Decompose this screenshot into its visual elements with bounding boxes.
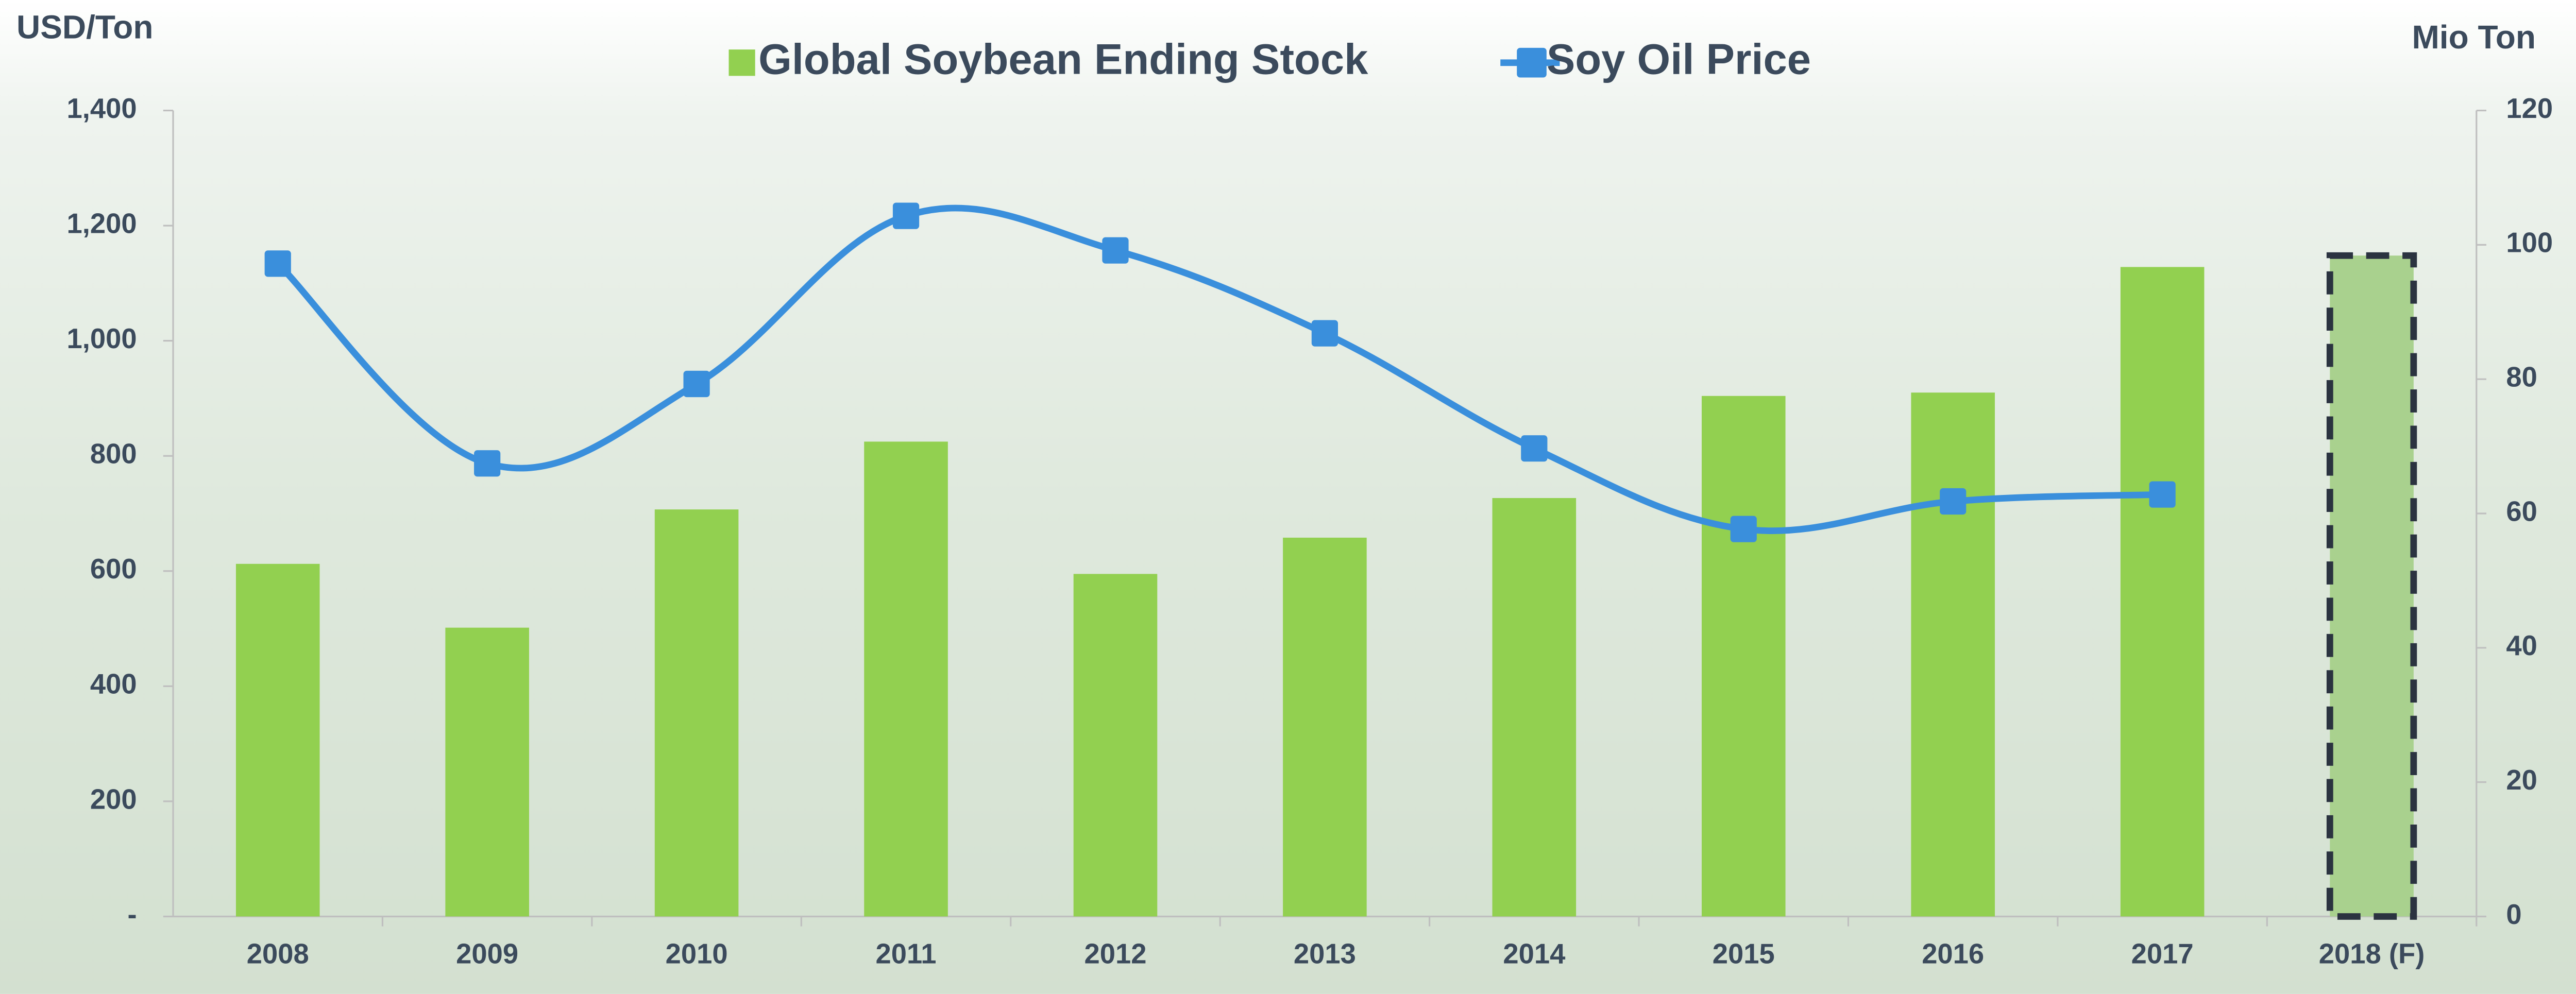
y2-tick-label: 80	[2506, 362, 2537, 393]
line-marker	[1312, 320, 1338, 347]
x-tick-label: 2015	[1713, 938, 1775, 970]
bar	[1283, 538, 1367, 917]
y2-tick-label: 40	[2506, 630, 2537, 661]
chart: USD/Ton Mio Ton -2004006008001,0001,2001…	[0, 0, 2576, 994]
y-tick-label: -	[127, 899, 137, 930]
line-marker	[893, 202, 919, 229]
line-marker	[1731, 516, 1757, 542]
y2-axis-title: Mio Ton	[2412, 19, 2536, 56]
y2-tick-label: 120	[2506, 93, 2553, 124]
y-tick-label: 600	[90, 553, 137, 585]
y-tick-label: 400	[90, 669, 137, 700]
x-tick-label: 2009	[456, 938, 518, 970]
bar	[1911, 392, 1995, 916]
page: {"chart_data": { "type": "bar_line", "ca…	[0, 0, 2576, 994]
line-marker	[474, 450, 500, 476]
y-tick-label: 800	[90, 438, 137, 470]
bar	[2330, 255, 2414, 916]
y-tick-label: 1,200	[66, 208, 137, 239]
y2-tick-label: 20	[2506, 764, 2537, 796]
y-tick-label: 1,000	[66, 323, 137, 354]
y-tick-label: 1,400	[66, 93, 137, 124]
x-tick-label: 2017	[2131, 938, 2194, 970]
x-tick-label: 2018 (F)	[2319, 938, 2425, 970]
legend-label: Global Soybean Ending Stock	[758, 36, 1368, 83]
x-tick-label: 2012	[1084, 938, 1146, 970]
bar	[445, 628, 529, 917]
line-marker	[684, 371, 710, 397]
bar	[1493, 498, 1577, 916]
x-tick-label: 2013	[1294, 938, 1356, 970]
line-marker	[1102, 237, 1128, 264]
y2-tick-label: 60	[2506, 495, 2537, 527]
x-tick-label: 2016	[1922, 938, 1984, 970]
bar	[1074, 574, 1158, 916]
y-tick-label: 200	[90, 783, 137, 815]
bar	[2121, 267, 2205, 916]
bar	[864, 441, 948, 916]
bar	[1702, 396, 1786, 917]
legend-label: Soy Oil Price	[1547, 36, 1811, 83]
bar	[236, 564, 320, 917]
x-tick-label: 2008	[247, 938, 309, 970]
y-axis-title: USD/Ton	[16, 9, 153, 46]
x-tick-label: 2014	[1503, 938, 1565, 970]
x-tick-label: 2010	[666, 938, 728, 970]
y2-tick-label: 100	[2506, 227, 2553, 259]
line-marker	[1940, 488, 1966, 515]
line-marker	[265, 250, 291, 277]
y2-tick-label: 0	[2506, 899, 2521, 930]
line-marker	[2149, 482, 2176, 508]
legend-swatch	[1517, 48, 1547, 78]
line-marker	[1521, 435, 1547, 461]
x-tick-label: 2011	[876, 938, 937, 970]
legend-swatch	[729, 49, 755, 76]
bar	[655, 509, 739, 916]
